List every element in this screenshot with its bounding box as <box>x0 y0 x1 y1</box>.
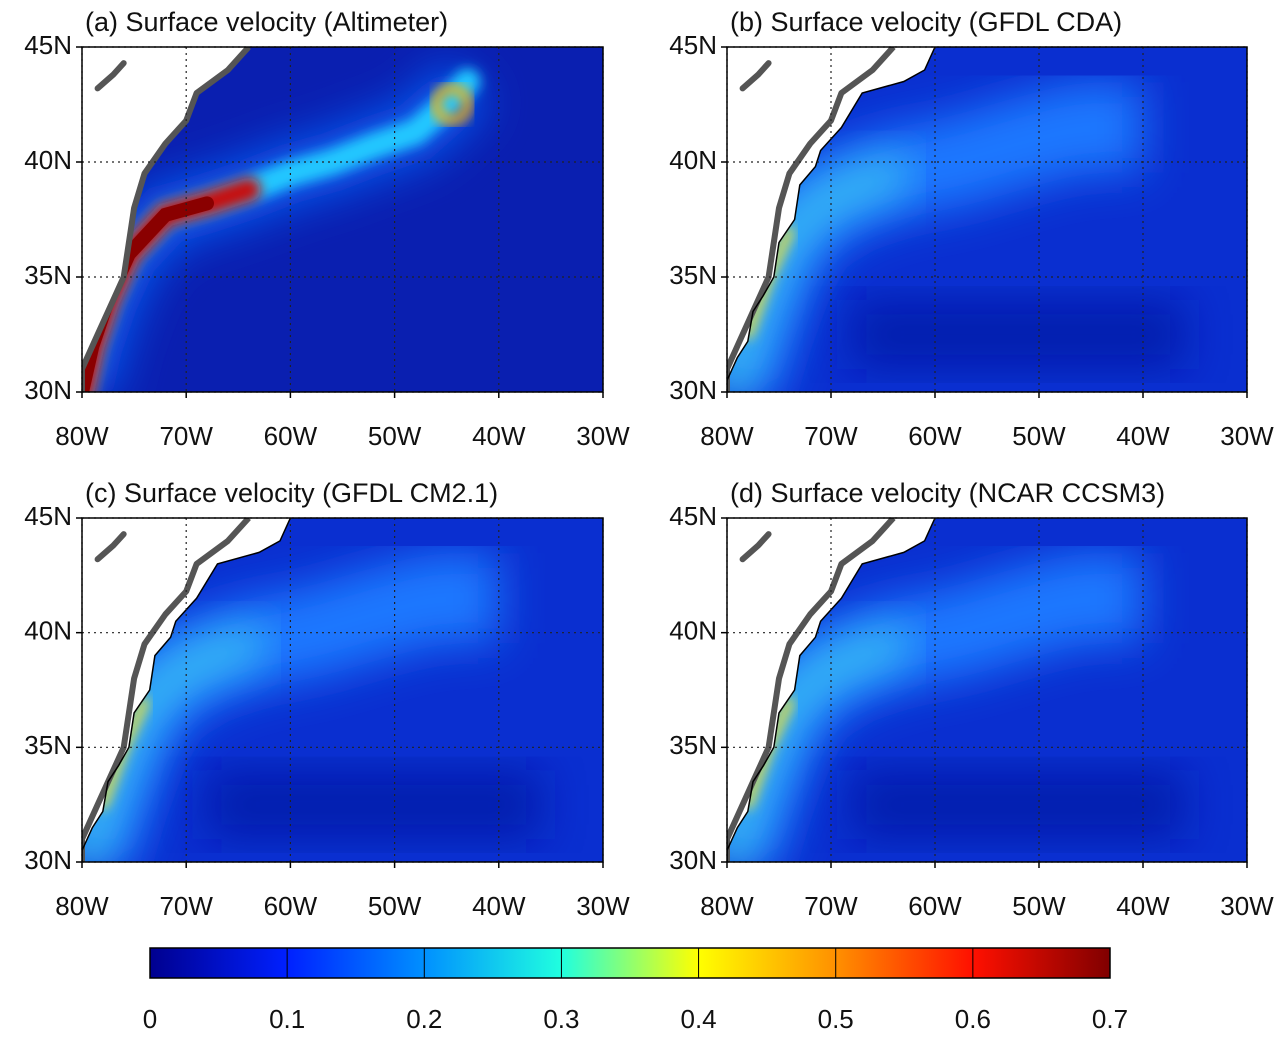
y-tick-label: 45N <box>24 30 72 60</box>
land <box>82 47 249 392</box>
panel-title: (a) Surface velocity (Altimeter) <box>85 7 448 37</box>
x-tick-label: 80W <box>55 891 109 921</box>
x-tick-label: 70W <box>159 891 213 921</box>
x-tick-label: 40W <box>1116 421 1170 451</box>
y-tick-label: 40N <box>669 145 717 175</box>
coastline <box>82 47 251 392</box>
coast-island <box>739 531 772 563</box>
colorbar <box>149 947 1111 979</box>
colorbar-tick-label: 0 <box>143 1004 157 1034</box>
panel-title: (b) Surface velocity (GFDL CDA) <box>730 7 1122 37</box>
weak-zone <box>851 300 1185 369</box>
y-tick-label: 40N <box>669 616 717 646</box>
map-field <box>82 47 603 392</box>
x-tick-label: 50W <box>1012 421 1066 451</box>
x-tick-label: 30W <box>1220 891 1274 921</box>
map-frame <box>81 517 604 863</box>
land <box>727 518 935 862</box>
y-tick-label: 45N <box>669 501 717 531</box>
model-land-edge <box>727 518 936 862</box>
x-tick-label: 60W <box>264 421 318 451</box>
weak-zone <box>207 770 541 840</box>
x-tick-label: 30W <box>576 421 630 451</box>
map-frame <box>81 46 604 393</box>
x-tick-label: 70W <box>159 421 213 451</box>
x-tick-label: 70W <box>804 891 858 921</box>
x-tick-label: 60W <box>264 891 318 921</box>
x-tick-label: 80W <box>700 891 754 921</box>
land <box>82 518 291 862</box>
y-tick-label: 30N <box>669 375 717 405</box>
x-tick-label: 40W <box>1116 891 1170 921</box>
map-field <box>727 518 1247 862</box>
x-tick-label: 60W <box>908 421 962 451</box>
x-tick-label: 70W <box>804 421 858 451</box>
coast-island <box>94 60 127 92</box>
colorbar-tick-label: 0.5 <box>818 1004 854 1034</box>
y-tick-label: 45N <box>24 501 72 531</box>
eddy <box>431 84 473 125</box>
coast-island <box>739 60 772 92</box>
model-land-edge <box>727 47 936 392</box>
y-tick-label: 35N <box>24 730 72 760</box>
colorbar-tick-label: 0.3 <box>543 1004 579 1034</box>
y-tick-label: 40N <box>24 145 72 175</box>
x-tick-label: 60W <box>908 891 962 921</box>
map-frame <box>726 517 1248 863</box>
map-field <box>82 518 603 862</box>
colorbar-tick-label: 0.2 <box>406 1004 442 1034</box>
coastline <box>727 47 896 392</box>
x-tick-label: 40W <box>472 421 526 451</box>
y-tick-label: 35N <box>669 730 717 760</box>
y-tick-label: 45N <box>669 30 717 60</box>
y-tick-label: 30N <box>24 845 72 875</box>
colorbar-tick-label: 0.4 <box>680 1004 716 1034</box>
y-tick-label: 40N <box>24 616 72 646</box>
y-tick-label: 30N <box>669 845 717 875</box>
y-tick-label: 35N <box>24 260 72 290</box>
x-tick-label: 50W <box>1012 891 1066 921</box>
colorbar-tick-label: 0.6 <box>955 1004 991 1034</box>
colorbar-tick-label: 0.7 <box>1092 1004 1128 1034</box>
model-land-edge <box>82 518 292 862</box>
coastline <box>82 518 251 862</box>
x-tick-label: 50W <box>368 891 422 921</box>
land <box>727 47 935 392</box>
x-tick-label: 30W <box>1220 421 1274 451</box>
coastline <box>727 518 896 862</box>
x-tick-label: 50W <box>368 421 422 451</box>
panel-title: (d) Surface velocity (NCAR CCSM3) <box>730 478 1165 508</box>
y-tick-label: 30N <box>24 375 72 405</box>
panel-title: (c) Surface velocity (GFDL CM2.1) <box>85 478 498 508</box>
map-field <box>727 47 1247 392</box>
x-tick-label: 40W <box>472 891 526 921</box>
coast-island <box>94 531 127 563</box>
weak-zone <box>851 770 1185 840</box>
map-frame <box>726 46 1248 393</box>
x-tick-label: 30W <box>576 891 630 921</box>
colorbar-tick-label: 0.1 <box>269 1004 305 1034</box>
x-tick-label: 80W <box>700 421 754 451</box>
y-tick-label: 35N <box>669 260 717 290</box>
x-tick-label: 80W <box>55 421 109 451</box>
